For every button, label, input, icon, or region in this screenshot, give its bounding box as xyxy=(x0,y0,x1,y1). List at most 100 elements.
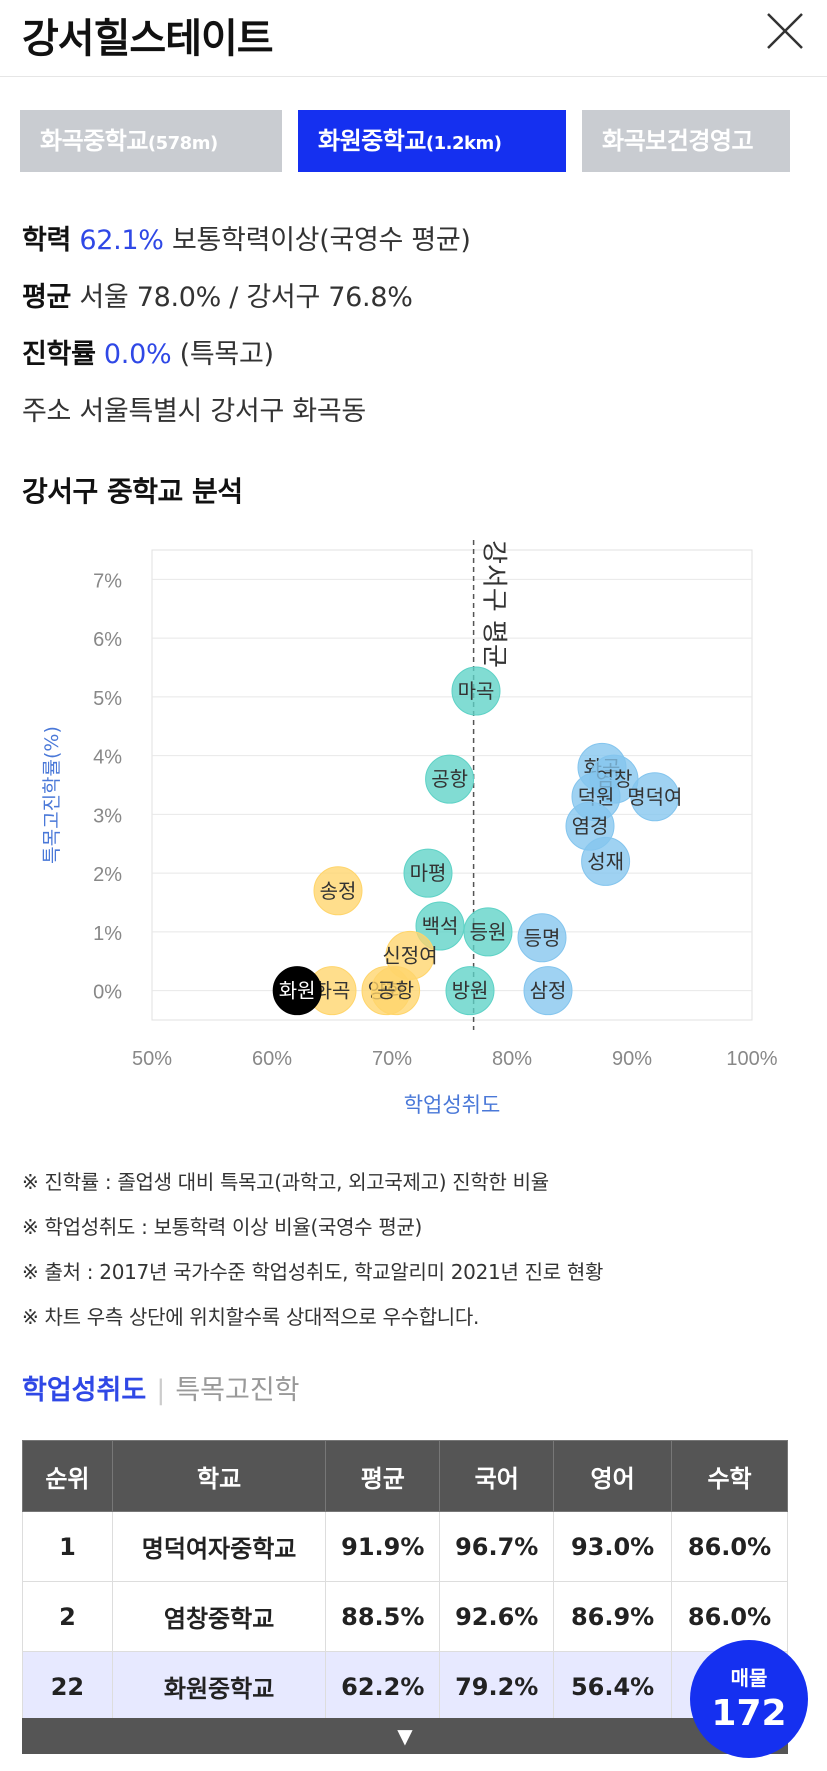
data-point xyxy=(272,966,322,1016)
data-point xyxy=(463,907,513,957)
data-point-label: 명덕여 xyxy=(627,785,682,809)
cell-math: 86.0% xyxy=(671,1511,788,1582)
x-tick-label: 70% xyxy=(372,1048,412,1070)
tab-school-1[interactable]: 화원중학교(1.2km) xyxy=(298,110,566,172)
address-text: 서울특별시 강서구 화곡동 xyxy=(79,396,366,427)
data-point xyxy=(630,772,680,822)
tab-label: 화곡보건경영고 xyxy=(602,127,754,155)
fab-count: 172 xyxy=(711,1693,787,1734)
achievement-desc: 보통학력이상(국영수 평균) xyxy=(171,225,471,256)
school-tabs: 화곡중학교(578m) 화원중학교(1.2km) 화곡보건경영고 xyxy=(20,110,790,172)
y-axis-title: 특목고진학률(%) xyxy=(41,726,63,864)
x-axis-title: 학업성취도 xyxy=(404,1093,501,1117)
subtab-separator: | xyxy=(156,1375,166,1406)
y-tick-label: 1% xyxy=(93,923,122,945)
tab-label: 화원중학교 xyxy=(318,127,426,155)
data-point xyxy=(523,966,573,1016)
cell-korean: 92.6% xyxy=(439,1581,555,1652)
y-tick-label: 7% xyxy=(93,570,122,592)
cell-school: 염창중학교 xyxy=(111,1581,327,1652)
col-math: 수학 xyxy=(671,1440,788,1512)
col-rank: 순위 xyxy=(22,1440,113,1512)
expand-table-button[interactable]: ▼ xyxy=(22,1718,788,1754)
cell-korean: 79.2% xyxy=(439,1651,555,1722)
data-point-label: 성재 xyxy=(587,849,624,873)
data-point-label: 화원 xyxy=(279,979,316,1003)
average-text: 서울 78.0% / 강서구 76.8% xyxy=(79,282,413,313)
reference-line-label: 강서구 평균 xyxy=(479,540,509,668)
data-point xyxy=(517,913,567,963)
tab-distance: (578m) xyxy=(147,133,218,154)
address-label: 주소 xyxy=(22,396,72,427)
section-title: 강서구 중학교 분석 xyxy=(22,475,243,508)
data-point xyxy=(371,966,421,1016)
admission-desc: (특목고) xyxy=(179,339,274,370)
col-korean: 국어 xyxy=(439,1440,555,1512)
cell-rank: 22 xyxy=(22,1651,113,1722)
y-tick-label: 3% xyxy=(93,805,122,827)
x-tick-label: 60% xyxy=(252,1048,292,1070)
data-point-label: 삼정 xyxy=(530,979,567,1003)
y-tick-label: 2% xyxy=(93,864,122,886)
y-tick-label: 4% xyxy=(93,747,122,769)
cell-school: 화원중학교 xyxy=(111,1651,327,1722)
tab-label: 화곡중학교 xyxy=(40,127,148,155)
col-average: 평균 xyxy=(325,1440,441,1512)
table-row: 2 염창중학교 88.5% 92.6% 86.9% 86.0% xyxy=(22,1581,788,1652)
cell-english: 56.4% xyxy=(553,1651,673,1722)
chevron-down-icon: ▼ xyxy=(397,1724,413,1748)
x-tick-label: 80% xyxy=(492,1048,532,1070)
tab-school-0[interactable]: 화곡중학교(578m) xyxy=(20,110,282,172)
note: ※ 진학률 : 졸업생 대비 특목고(과학고, 외고국제고) 진학한 비율 xyxy=(22,1170,549,1194)
data-point-label: 공항 xyxy=(431,767,468,791)
cell-math: 86.0% xyxy=(671,1581,788,1652)
subtabs: 학업성취도 | 특목고진학 xyxy=(22,1368,300,1407)
data-point-label: 등명 xyxy=(524,926,561,950)
cell-average: 88.5% xyxy=(325,1581,441,1652)
col-school: 학교 xyxy=(111,1440,327,1512)
data-point-label: 신정여 xyxy=(382,943,437,967)
note: ※ 차트 우측 상단에 위치할수록 상대적으로 우수합니다. xyxy=(22,1305,480,1329)
note: ※ 학업성취도 : 보통학력 이상 비율(국영수 평균) xyxy=(22,1215,423,1239)
cell-rank: 1 xyxy=(22,1511,113,1582)
data-point xyxy=(425,754,475,804)
page-title: 강서힐스테이트 xyxy=(22,16,274,62)
tab-school-2[interactable]: 화곡보건경영고 xyxy=(582,110,790,172)
data-point-label: 방원 xyxy=(452,979,489,1003)
data-point xyxy=(403,848,453,898)
achievement-value: 62.1% xyxy=(79,225,164,256)
data-point xyxy=(415,901,465,951)
admission-value: 0.0% xyxy=(103,339,172,370)
subtab-admission[interactable]: 특목고진학 xyxy=(175,1375,300,1406)
data-point xyxy=(445,966,495,1016)
data-point-label: 등원 xyxy=(470,920,507,944)
info-achievement: 학력 62.1% 보통학력이상(국영수 평균) xyxy=(22,218,471,257)
average-label: 평균 xyxy=(22,282,72,313)
data-point-label: 염경 xyxy=(572,814,609,838)
info-admission: 진학률 0.0% (특목고) xyxy=(22,332,274,371)
cell-korean: 96.7% xyxy=(439,1511,555,1582)
col-english: 영어 xyxy=(553,1440,673,1512)
admission-label: 진학률 xyxy=(22,339,96,370)
close-icon[interactable] xyxy=(760,6,810,56)
subtab-achievement[interactable]: 학업성취도 xyxy=(22,1375,147,1406)
data-point-label: 공항 xyxy=(377,979,414,1003)
x-tick-label: 50% xyxy=(132,1048,172,1070)
achievement-label: 학력 xyxy=(22,225,72,256)
ranking-table: 순위 학교 평균 국어 영어 수학 1 명덕여자중학교 91.9% 96.7% … xyxy=(22,1440,788,1722)
y-tick-label: 5% xyxy=(93,688,122,710)
y-tick-label: 0% xyxy=(93,982,122,1004)
fab-label: 매물 xyxy=(730,1666,768,1690)
y-tick-label: 6% xyxy=(93,629,122,651)
scatter-chart: 0% 1% 2% 3% 4% 5% 6% 7% 50% 60% 70% 80% 90% 100% 학업성취도… xyxy=(41,540,778,1117)
notes: ※ 진학률 : 졸업생 대비 특목고(과학고, 외고국제고) 진학한 비율 ※ … xyxy=(22,1160,603,1340)
data-point xyxy=(451,666,501,716)
data-point xyxy=(313,866,363,916)
data-point-label: 마평 xyxy=(410,861,447,885)
table-header-row: 순위 학교 평균 국어 영어 수학 xyxy=(22,1440,788,1512)
data-point xyxy=(581,836,631,886)
x-tick-label: 90% xyxy=(612,1048,652,1070)
table-row: 1 명덕여자중학교 91.9% 96.7% 93.0% 86.0% xyxy=(22,1511,788,1582)
listings-fab-button[interactable]: 매물 172 xyxy=(690,1640,808,1758)
x-tick-label: 100% xyxy=(726,1048,777,1070)
